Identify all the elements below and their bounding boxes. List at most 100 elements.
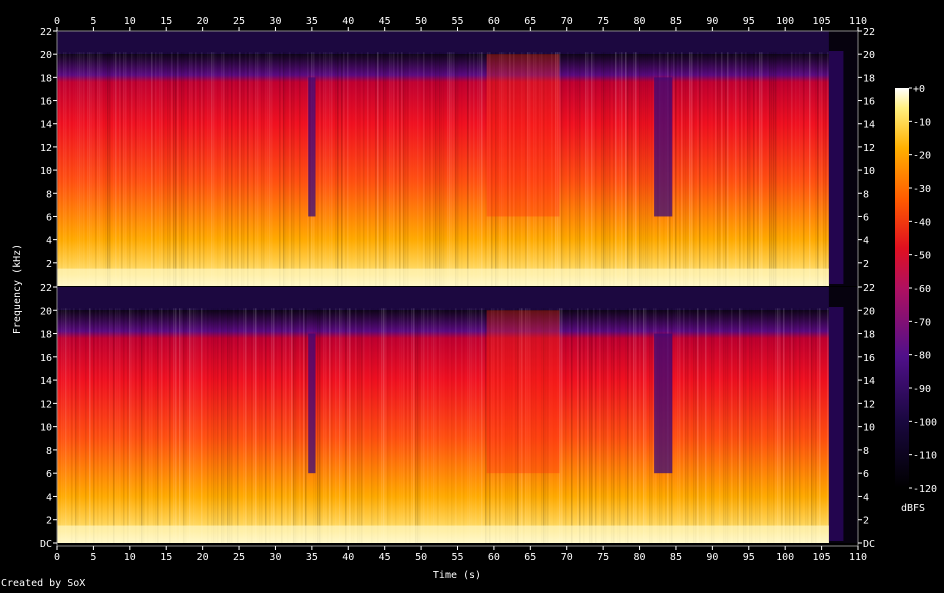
spectrum-streak xyxy=(699,52,701,286)
spectrum-streak xyxy=(729,308,731,543)
spectrum-streak xyxy=(649,52,651,286)
y-tick-label-left: DC xyxy=(40,539,52,550)
spectrum-streak xyxy=(377,308,379,543)
spectrum-streak xyxy=(155,52,157,286)
spectrum-streak xyxy=(109,52,111,286)
y-tick-label-right: 14 xyxy=(863,120,875,131)
spectrum-streak xyxy=(291,52,293,286)
spectrum-streak xyxy=(273,308,275,543)
spectrum-streak xyxy=(703,308,705,543)
spectrum-streak xyxy=(169,308,171,543)
colorbar-tick-label: +0 xyxy=(913,84,925,95)
spectrum-streak xyxy=(451,52,453,286)
spectrogram-panel-lower xyxy=(57,287,858,543)
y-tick-label-left: 10 xyxy=(40,166,52,177)
spectrum-streak xyxy=(649,308,651,543)
spectrum-streak xyxy=(163,308,165,543)
spectrum-streak xyxy=(467,308,469,543)
spectrum-streak xyxy=(165,52,167,286)
spectrum-streak xyxy=(267,308,269,543)
y-axis-label: Frequency (kHz) xyxy=(12,244,23,334)
spectrum-streak xyxy=(237,52,239,286)
spectrum-streak xyxy=(731,308,733,543)
low-frequency-band xyxy=(57,525,829,543)
spectrum-streak xyxy=(601,52,603,286)
spectrum-streak xyxy=(303,52,305,286)
spectrum-streak xyxy=(389,308,391,543)
spectrum-streak xyxy=(317,52,319,286)
spectrum-streak xyxy=(351,52,353,286)
x-tick-label-top: 25 xyxy=(233,16,245,27)
spectrum-streak xyxy=(339,52,341,286)
spectrum-streak xyxy=(341,52,343,286)
spectrum-streak xyxy=(301,308,303,543)
spectrum-streak xyxy=(575,52,577,286)
x-tick-label-bottom: 5 xyxy=(90,552,96,563)
spectrum-streak xyxy=(413,308,415,543)
spectrum-streak xyxy=(419,308,421,543)
x-tick-label-top: 95 xyxy=(743,16,755,27)
spectrum-streak xyxy=(687,52,689,286)
spectrum-streak xyxy=(427,308,429,543)
spectrum-streak xyxy=(691,52,693,286)
spectrum-streak xyxy=(107,52,109,286)
spectrum-streak xyxy=(475,308,477,543)
spectrum-streak xyxy=(353,308,355,543)
spectrum-streak xyxy=(553,52,555,286)
spectrum-streak xyxy=(499,52,501,286)
y-tick-label-left: 20 xyxy=(40,306,52,317)
x-tick-label-top: 40 xyxy=(342,16,354,27)
spectrum-streak xyxy=(819,308,821,543)
spectrum-streak xyxy=(303,308,305,543)
spectrum-streak xyxy=(429,52,431,286)
spectrum-streak xyxy=(167,52,169,286)
spectrum-streak xyxy=(619,52,621,286)
spectrum-streak xyxy=(511,52,513,286)
dense-segment xyxy=(486,54,560,217)
spectrum-streak xyxy=(573,52,575,286)
spectrum-streak xyxy=(591,52,593,286)
spectrum-streak xyxy=(715,52,717,286)
spectrum-streak xyxy=(609,308,611,543)
spectrum-streak xyxy=(711,52,713,286)
spectrum-streak xyxy=(577,308,579,543)
spectrum-streak xyxy=(431,52,433,286)
spectrum-streak xyxy=(645,52,647,286)
spectrum-streak xyxy=(523,308,525,543)
spectrum-streak xyxy=(439,52,441,286)
spectrum-streak xyxy=(385,52,387,286)
x-tick-label-top: 45 xyxy=(379,16,391,27)
y-tick-label-right: 6 xyxy=(863,469,869,480)
spectrum-streak xyxy=(461,52,463,286)
spectrum-streak xyxy=(475,52,477,286)
spectrum-streak xyxy=(771,52,773,286)
spectrum-streak xyxy=(77,52,79,286)
spectrum-streak xyxy=(423,52,425,286)
spectrum-streak xyxy=(717,308,719,543)
spectrum-streak xyxy=(651,52,653,286)
spectrum-streak xyxy=(607,308,609,543)
spectrum-streak xyxy=(413,52,415,286)
spectrum-streak xyxy=(621,52,623,286)
spectrum-streak xyxy=(565,308,567,543)
spectrum-streak xyxy=(375,308,377,543)
spectrum-streak xyxy=(751,52,753,286)
spectrum-streak xyxy=(819,52,821,286)
spectrum-streak xyxy=(221,52,223,286)
spectrum-streak xyxy=(811,308,813,543)
spectrum-streak xyxy=(71,52,73,286)
fadeout-tail xyxy=(828,307,844,541)
spectrum-streak xyxy=(455,308,457,543)
spectrum-streak xyxy=(403,308,405,543)
spectrum-streak xyxy=(747,52,749,286)
spectrum-streak xyxy=(415,308,417,543)
spectrum-streak xyxy=(513,52,515,286)
spectrum-streak xyxy=(447,308,449,543)
spectrum-streak xyxy=(263,308,265,543)
spectrum-streak xyxy=(621,308,623,543)
spectrum-streak xyxy=(795,308,797,543)
spectrum-streak xyxy=(463,52,465,286)
spectrum-streak xyxy=(623,308,625,543)
spectrum-streak xyxy=(717,52,719,286)
spectrum-streak xyxy=(605,308,607,543)
